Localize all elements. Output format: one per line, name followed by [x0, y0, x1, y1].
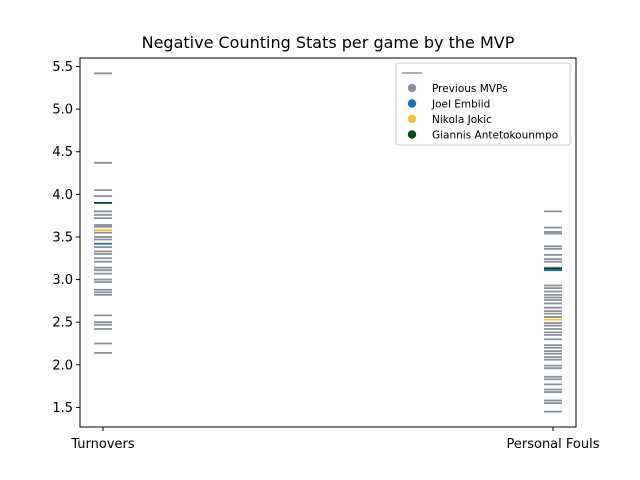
legend-box: [395, 62, 571, 146]
legend-marker-embiid: [407, 99, 417, 108]
legend-label-embiid: Joel Embiid: [431, 98, 490, 110]
y-axis: 1.5 2.0 2.5 3.0 3.5 4.0 4.5 5.0 5.5: [52, 60, 80, 416]
plot-frame: [79, 57, 577, 428]
y-tick-label: 5.0: [52, 103, 73, 118]
legend-label-jokic: Nikola Jokic: [432, 114, 492, 126]
y-tick-label: 4.0: [52, 188, 73, 203]
y-tick-label: 3.0: [52, 273, 73, 288]
legend-marker-jokic: [407, 114, 417, 124]
x-tick-label: Personal Fouls: [507, 437, 600, 452]
x-tick-label: Turnovers: [70, 437, 135, 452]
y-tick-label: 4.5: [52, 145, 73, 160]
data-marks: [94, 72, 562, 413]
legend-marker-giannis: [407, 130, 417, 139]
chart-title: Negative Counting Stats per game by the …: [142, 33, 515, 52]
x-axis: Turnovers Personal Fouls: [70, 427, 600, 452]
y-tick-label: 2.0: [52, 358, 73, 373]
legend-label-previous: Previous MVPs: [432, 83, 508, 95]
legend-marker-previous: [407, 83, 417, 93]
y-tick-label: 2.5: [52, 316, 73, 331]
y-tick-label: 1.5: [52, 401, 73, 416]
legend: Previous MVPs Joel Embiid Nikola Jokic Gian…: [395, 62, 571, 146]
legend-label-giannis: Giannis Antetokounmpo: [432, 129, 558, 141]
y-tick-label: 5.5: [52, 60, 73, 75]
y-tick-label: 3.5: [52, 230, 73, 245]
